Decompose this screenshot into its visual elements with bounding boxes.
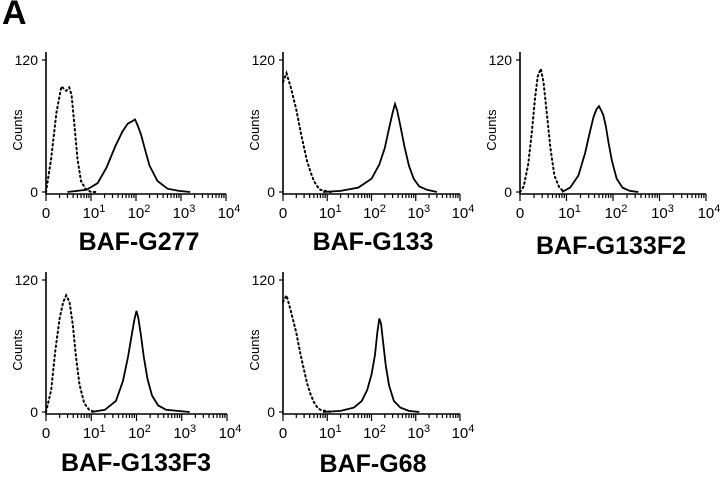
x-tick-label: 101 xyxy=(319,423,342,442)
histogram-panel: 0 120 Counts 0 101 102 103 104 BAF-G133F2 xyxy=(484,52,720,260)
x-tick-label: 103 xyxy=(407,423,430,442)
y-axis-label: Counts xyxy=(10,329,25,371)
y-tick-label: 0 xyxy=(267,184,275,200)
x-tick-label: 102 xyxy=(363,423,386,442)
x-tick-label: 102 xyxy=(128,423,151,442)
cell-line-label: BAF-G133F3 xyxy=(61,449,211,477)
x-tick-label: 103 xyxy=(651,203,674,222)
x-tick-label: 103 xyxy=(173,423,196,442)
sample-histogram xyxy=(322,318,420,413)
y-tick-label: 0 xyxy=(30,404,38,420)
control-histogram xyxy=(519,65,566,193)
x-tick-label: 103 xyxy=(407,203,430,222)
sample-histogram xyxy=(561,104,639,193)
x-tick-label: 0 xyxy=(279,425,287,442)
histogram-panel: 0 120 Counts 0 101 102 103 104 BAF-G68 xyxy=(247,272,474,478)
axis-lines xyxy=(45,272,227,415)
x-tick-label: 0 xyxy=(42,425,50,442)
x-tick-label: 0 xyxy=(516,205,524,222)
histogram-panel: 0 120 Counts 0 101 102 103 104 BAF-G133F3 xyxy=(10,272,241,477)
y-tick-label: 0 xyxy=(504,184,512,200)
x-tick-label: 104 xyxy=(452,423,475,442)
cell-line-label: BAF-G68 xyxy=(320,450,427,478)
x-tick-label: 102 xyxy=(128,203,151,222)
x-tick-label: 104 xyxy=(219,423,242,442)
x-tick-label: 102 xyxy=(605,203,628,222)
y-tick-label: 120 xyxy=(15,272,39,288)
x-tick-label: 101 xyxy=(83,203,106,222)
x-tick-label: 103 xyxy=(173,203,196,222)
y-tick-label: 120 xyxy=(252,52,276,68)
y-tick-label: 0 xyxy=(30,184,38,200)
x-tick-label: 101 xyxy=(83,423,106,442)
cell-line-label: BAF-G133F2 xyxy=(536,232,686,260)
x-tick-label: 104 xyxy=(452,203,475,222)
x-tick-label: 104 xyxy=(698,203,720,222)
y-axis-label: Counts xyxy=(247,329,262,371)
y-axis-label: Counts xyxy=(10,109,25,151)
sample-histogram xyxy=(91,310,190,413)
x-tick-label: 102 xyxy=(363,203,386,222)
axis-lines xyxy=(282,52,460,195)
panel-letter: A xyxy=(2,0,27,32)
cell-line-label: BAF-G277 xyxy=(79,228,200,256)
control-histogram xyxy=(45,84,98,193)
y-tick-label: 0 xyxy=(267,404,275,420)
x-tick-label: 0 xyxy=(42,205,50,222)
y-axis-label: Counts xyxy=(247,109,262,151)
control-histogram xyxy=(45,293,96,413)
y-tick-label: 120 xyxy=(489,52,513,68)
x-tick-label: 104 xyxy=(218,203,241,222)
x-tick-label: 0 xyxy=(279,205,287,222)
histogram-panel: 0 120 Counts 0 101 102 103 104 BAF-G277 xyxy=(10,52,240,256)
y-axis-label: Counts xyxy=(484,109,499,151)
x-tick-label: 101 xyxy=(558,203,581,222)
histogram-panel: 0 120 Counts 0 101 102 103 104 BAF-G133 xyxy=(247,52,474,256)
control-histogram xyxy=(282,70,332,193)
cell-line-label: BAF-G133 xyxy=(313,228,434,256)
sample-histogram xyxy=(322,100,438,193)
control-histogram xyxy=(282,292,332,413)
x-tick-label: 101 xyxy=(319,203,342,222)
y-tick-label: 120 xyxy=(252,272,276,288)
sample-histogram xyxy=(67,118,191,193)
y-tick-label: 120 xyxy=(15,52,39,68)
